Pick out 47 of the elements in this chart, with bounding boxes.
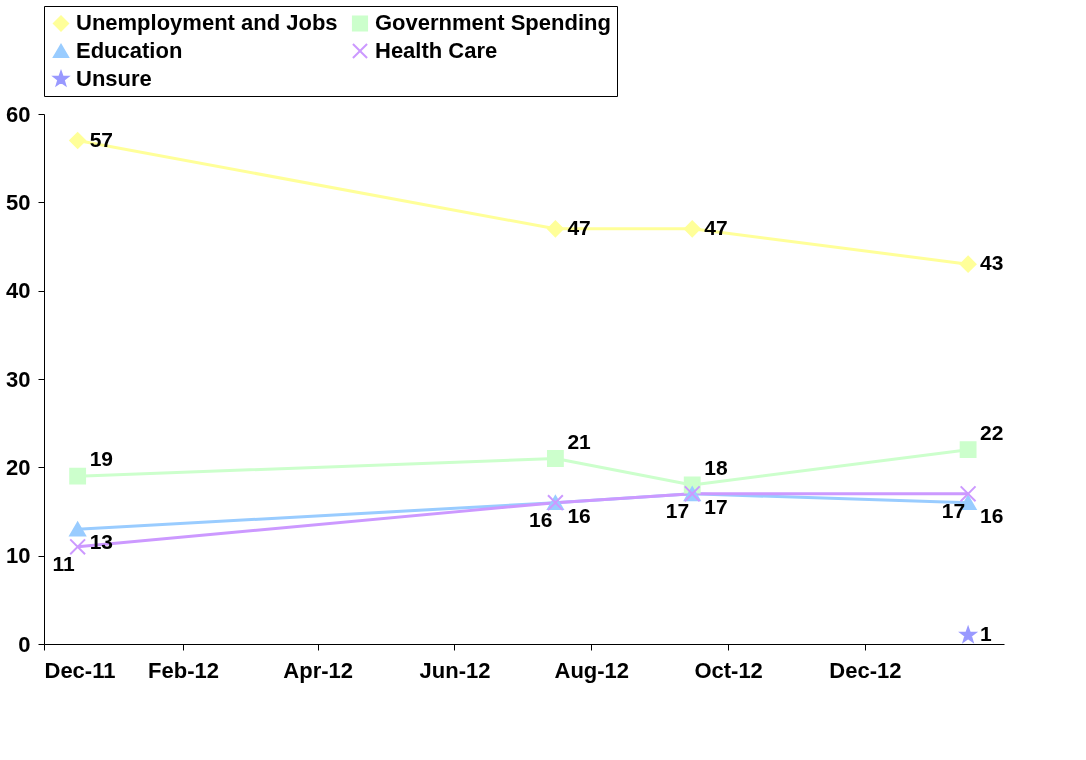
point [959, 255, 977, 273]
data-label: 1 [980, 622, 993, 646]
y-tick-label: 30 [6, 366, 31, 392]
data-label: 22 [980, 420, 1004, 444]
data-label: 47 [567, 215, 591, 239]
data-label: 16 [529, 507, 553, 531]
legend-label: Health Care [375, 38, 498, 63]
y-tick-label: 40 [6, 278, 31, 304]
legend-label: Government Spending [375, 10, 611, 36]
x-tick-label: Dec-11 [44, 657, 116, 683]
data-label: 17 [704, 494, 728, 518]
data-label: 17 [941, 498, 966, 522]
data-label: 43 [980, 251, 1004, 275]
data-label: 18 [704, 456, 728, 479]
data-label: 13 [89, 530, 113, 554]
data-label: 19 [89, 447, 113, 471]
data-label: 21 [567, 429, 592, 453]
point [960, 626, 977, 643]
point [959, 485, 977, 503]
data-label: 11 [52, 551, 75, 575]
y-tick-label: 50 [6, 189, 31, 215]
data-label: 16 [567, 503, 591, 527]
x-tick-label: Oct-12 [694, 657, 763, 683]
point [69, 538, 87, 556]
point [546, 450, 564, 467]
point [69, 467, 87, 485]
x-tick-label: Feb-12 [148, 657, 220, 683]
x-tick-label: Jun-12 [419, 657, 491, 683]
point [683, 220, 701, 238]
point [69, 132, 87, 149]
legend-label: Education [76, 38, 183, 63]
point [959, 441, 977, 459]
point [546, 220, 564, 238]
data-label: 16 [980, 503, 1004, 527]
x-tick-label: Aug-12 [554, 657, 630, 683]
data-label: 47 [704, 215, 728, 239]
y-tick-label: 10 [6, 543, 31, 569]
y-tick-label: 20 [6, 454, 31, 480]
y-tick-label: 60 [6, 101, 31, 127]
y-tick-label: 0 [18, 631, 31, 657]
x-tick-label: Apr-12 [283, 657, 353, 683]
legend-label: Unsure [76, 66, 152, 91]
legend-label: Unemployment and Jobs [76, 10, 338, 36]
data-label: 57 [89, 127, 113, 151]
point [69, 521, 87, 537]
data-label: 17 [665, 498, 690, 522]
x-tick-label: Dec-12 [829, 657, 902, 683]
